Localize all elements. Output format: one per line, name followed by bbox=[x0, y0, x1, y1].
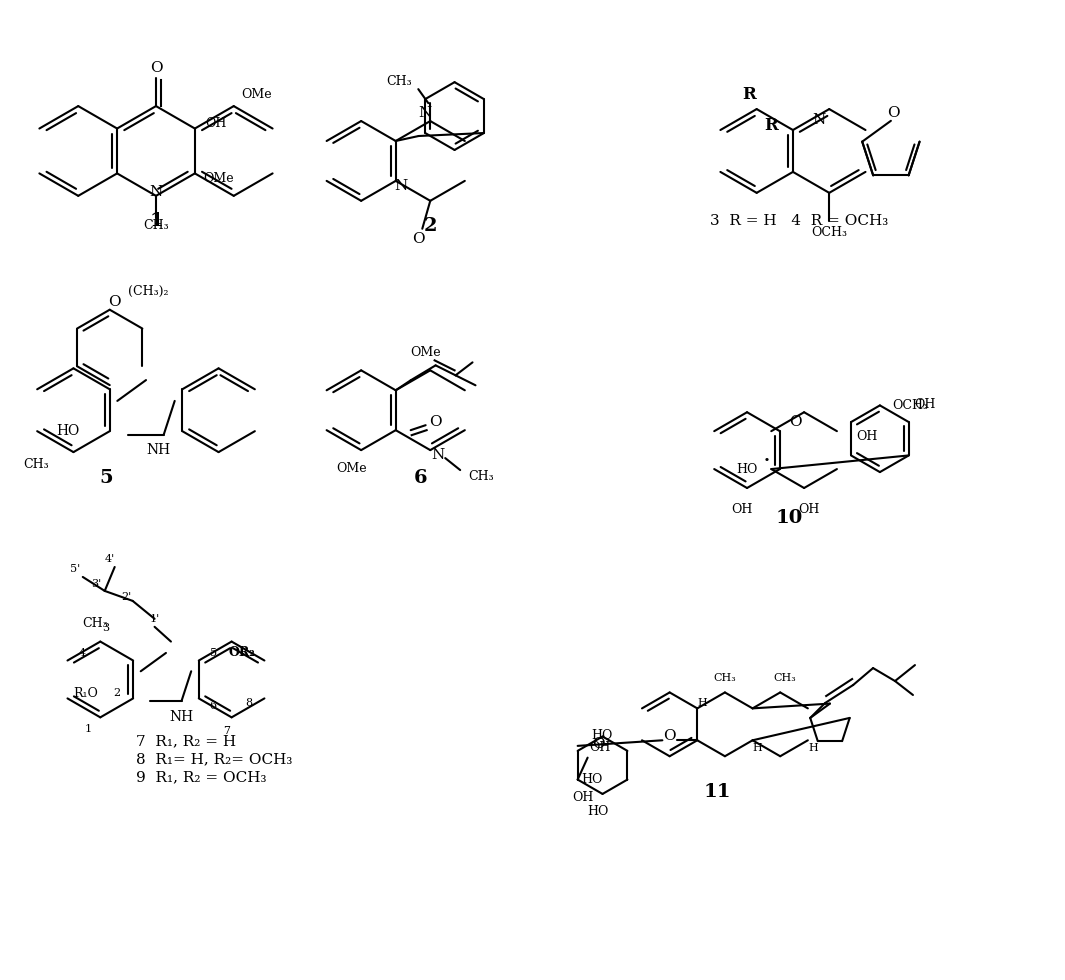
Text: OCH₃: OCH₃ bbox=[812, 226, 848, 239]
Text: 3: 3 bbox=[102, 622, 109, 633]
Text: H: H bbox=[808, 743, 818, 754]
Text: OH: OH bbox=[856, 429, 878, 443]
Text: 7  R₁, R₂ = H: 7 R₁, R₂ = H bbox=[136, 734, 236, 749]
Text: (CH₃)₂: (CH₃)₂ bbox=[128, 285, 168, 298]
Text: HO: HO bbox=[591, 729, 612, 743]
Text: OMe: OMe bbox=[202, 172, 233, 185]
Text: CH₃: CH₃ bbox=[469, 469, 494, 482]
Text: OCH₃: OCH₃ bbox=[891, 399, 928, 412]
Text: 8  R₁= H, R₂= OCH₃: 8 R₁= H, R₂= OCH₃ bbox=[136, 753, 293, 766]
Text: 5: 5 bbox=[99, 469, 113, 487]
Text: O: O bbox=[109, 295, 121, 309]
Text: OH: OH bbox=[732, 504, 753, 516]
Text: CH₃: CH₃ bbox=[143, 220, 168, 232]
Text: O: O bbox=[412, 231, 425, 246]
Text: ·: · bbox=[763, 450, 770, 472]
Text: 2: 2 bbox=[424, 217, 437, 235]
Text: 3  R = H   4  R = OCH₃: 3 R = H 4 R = OCH₃ bbox=[710, 214, 888, 227]
Text: 9  R₁, R₂ = OCH₃: 9 R₁, R₂ = OCH₃ bbox=[136, 770, 266, 784]
Text: R₁O: R₁O bbox=[73, 687, 98, 700]
Text: N: N bbox=[394, 179, 407, 193]
Text: OH: OH bbox=[799, 504, 820, 516]
Text: 2': 2' bbox=[121, 592, 132, 602]
Text: 7: 7 bbox=[224, 726, 230, 736]
Text: 6: 6 bbox=[209, 702, 216, 711]
Text: 1: 1 bbox=[85, 724, 92, 734]
Text: OMe: OMe bbox=[335, 462, 366, 474]
Text: HO: HO bbox=[581, 773, 603, 786]
Text: O: O bbox=[663, 729, 675, 743]
Text: HO: HO bbox=[587, 806, 608, 818]
Text: 3': 3' bbox=[92, 579, 102, 589]
Text: 4': 4' bbox=[104, 554, 115, 564]
Text: NH: NH bbox=[147, 443, 170, 457]
Text: HO: HO bbox=[737, 463, 758, 475]
Text: CH₃: CH₃ bbox=[22, 458, 49, 470]
Text: 5': 5' bbox=[69, 564, 80, 574]
Text: N: N bbox=[813, 113, 825, 126]
Text: N: N bbox=[431, 448, 445, 463]
Text: OH: OH bbox=[914, 398, 935, 411]
Text: 5: 5 bbox=[210, 648, 217, 658]
Text: CH₃: CH₃ bbox=[714, 673, 736, 683]
Text: 2: 2 bbox=[114, 688, 120, 699]
Text: 11: 11 bbox=[704, 783, 732, 801]
Text: N: N bbox=[149, 185, 163, 199]
Text: 10: 10 bbox=[775, 509, 803, 527]
Text: CH₃: CH₃ bbox=[387, 74, 412, 87]
Text: OR₂: OR₂ bbox=[229, 646, 256, 659]
Text: O: O bbox=[887, 106, 900, 120]
Text: R: R bbox=[764, 117, 777, 133]
Text: CH₃: CH₃ bbox=[82, 617, 109, 630]
Text: 6: 6 bbox=[413, 469, 427, 487]
Text: 4: 4 bbox=[79, 648, 86, 658]
Text: H: H bbox=[698, 699, 707, 709]
Text: 1': 1' bbox=[149, 613, 160, 624]
Text: R: R bbox=[742, 85, 755, 103]
Text: O: O bbox=[429, 416, 442, 429]
Text: O: O bbox=[789, 415, 802, 428]
Text: OMe: OMe bbox=[410, 346, 441, 359]
Text: O: O bbox=[150, 61, 162, 75]
Text: H: H bbox=[753, 743, 763, 754]
Text: OH: OH bbox=[590, 741, 611, 755]
Text: NH: NH bbox=[169, 710, 194, 724]
Text: 1: 1 bbox=[149, 212, 163, 229]
Text: OMe: OMe bbox=[242, 87, 273, 101]
Text: 8: 8 bbox=[245, 699, 252, 709]
Text: OH: OH bbox=[204, 117, 226, 130]
Text: HO: HO bbox=[56, 424, 80, 438]
Text: OH: OH bbox=[572, 791, 593, 804]
Text: N: N bbox=[419, 106, 432, 121]
Text: CH₃: CH₃ bbox=[774, 673, 797, 683]
Text: O: O bbox=[592, 737, 604, 751]
